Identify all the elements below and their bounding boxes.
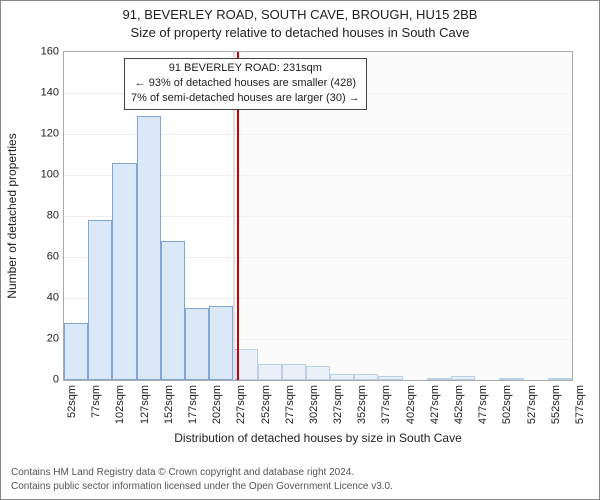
plot-area: 91 BEVERLEY ROAD: 231sqm ← 93% of detach…: [63, 51, 573, 381]
y-tick: 60: [29, 252, 59, 263]
footer: Contains HM Land Registry data © Crown c…: [11, 466, 393, 493]
x-tick: 77sqm: [91, 385, 102, 435]
bar: [209, 306, 233, 380]
x-tick: 477sqm: [478, 385, 489, 435]
y-tick: 80: [29, 211, 59, 222]
x-tick: 377sqm: [381, 385, 392, 435]
bar: [112, 163, 136, 380]
x-tick: 427sqm: [430, 385, 441, 435]
x-tick: 127sqm: [140, 385, 151, 435]
y-tick: 20: [29, 334, 59, 345]
x-tick: 402sqm: [406, 385, 417, 435]
x-tick: 202sqm: [212, 385, 223, 435]
x-tick: 527sqm: [527, 385, 538, 435]
x-tick: 502sqm: [502, 385, 513, 435]
x-tick: 577sqm: [575, 385, 586, 435]
chart-subtitle: Size of property relative to detached ho…: [1, 25, 599, 40]
bar: [161, 241, 185, 380]
x-tick: 177sqm: [188, 385, 199, 435]
x-tick: 352sqm: [357, 385, 368, 435]
bar: [137, 116, 161, 380]
y-tick: 40: [29, 293, 59, 304]
annotation-line3: 7% of semi-detached houses are larger (3…: [131, 91, 360, 106]
x-tick: 302sqm: [309, 385, 320, 435]
bar: [64, 323, 88, 380]
y-tick: 120: [29, 129, 59, 140]
y-tick: 140: [29, 88, 59, 99]
annotation-line1: 91 BEVERLEY ROAD: 231sqm: [131, 61, 360, 76]
chart-frame: 91, BEVERLEY ROAD, SOUTH CAVE, BROUGH, H…: [0, 0, 600, 500]
x-tick: 327sqm: [333, 385, 344, 435]
footer-line2: Contains public sector information licen…: [11, 480, 393, 494]
footer-line1: Contains HM Land Registry data © Crown c…: [11, 466, 393, 480]
address-line: 91, BEVERLEY ROAD, SOUTH CAVE, BROUGH, H…: [1, 7, 599, 22]
x-axis-label: Distribution of detached houses by size …: [63, 431, 573, 445]
annotation-line2: ← 93% of detached houses are smaller (42…: [131, 76, 360, 91]
annotation-box: 91 BEVERLEY ROAD: 231sqm ← 93% of detach…: [124, 58, 367, 110]
x-tick: 52sqm: [67, 385, 78, 435]
x-tick: 452sqm: [454, 385, 465, 435]
y-tick: 100: [29, 170, 59, 181]
x-tick: 152sqm: [164, 385, 175, 435]
x-tick: 277sqm: [285, 385, 296, 435]
y-tick: 0: [29, 375, 59, 386]
x-tick: 252sqm: [261, 385, 272, 435]
bar: [185, 308, 209, 380]
y-tick: 160: [29, 47, 59, 58]
x-tick: 227sqm: [236, 385, 247, 435]
y-axis-label: Number of detached properties: [5, 51, 21, 381]
x-tick: 102sqm: [115, 385, 126, 435]
x-tick: 552sqm: [551, 385, 562, 435]
bar: [88, 220, 112, 380]
